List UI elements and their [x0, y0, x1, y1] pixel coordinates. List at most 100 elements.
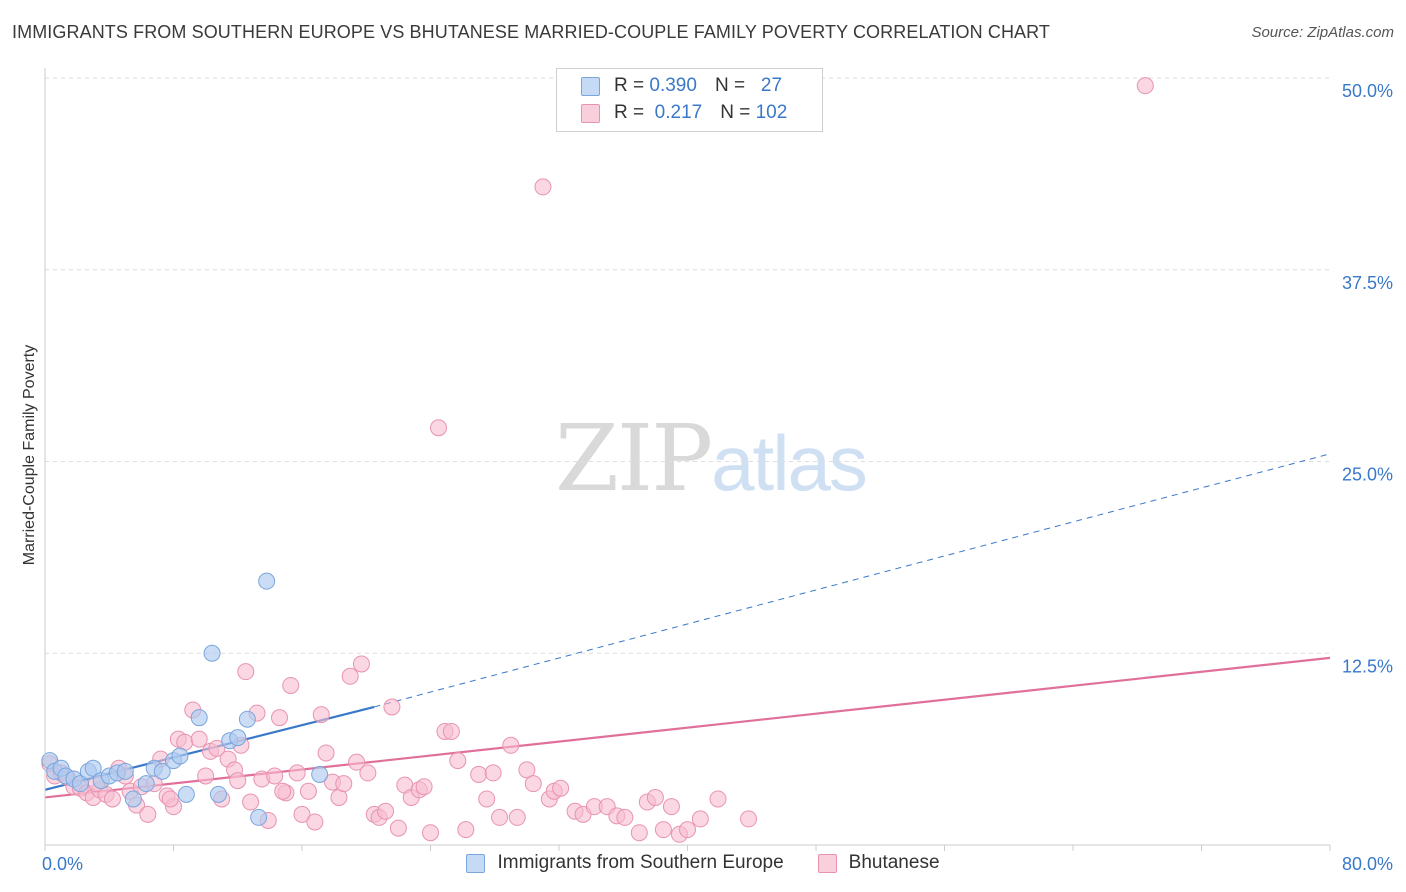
data-point-bhutanese: [524, 775, 542, 793]
data-point-bhutanese: [377, 802, 395, 820]
data-point-bhutanese: [470, 765, 488, 783]
x-tick-label: 80.0%: [1342, 854, 1393, 874]
legend-swatch-blue: [581, 76, 600, 96]
data-point-bhutanese: [282, 676, 300, 694]
data-point-bhutanese: [709, 790, 727, 808]
data-point-bhutanese: [299, 782, 317, 800]
data-point-bhutanese: [312, 706, 330, 724]
data-point-southern-europe: [250, 808, 268, 826]
data-point-bhutanese: [161, 790, 179, 808]
legend-n-label: N =: [720, 102, 751, 123]
y-axis-title: Married-Couple Family Poverty: [21, 344, 38, 566]
data-point-bhutanese: [502, 736, 520, 754]
data-point-bhutanese: [430, 419, 448, 437]
data-point-bhutanese: [654, 821, 672, 839]
data-point-bhutanese: [518, 761, 536, 779]
data-point-southern-europe: [229, 729, 247, 747]
axis-layer: 12.5% 25.0% 37.5% 50.0% 0.0% 80.0%: [42, 68, 1393, 874]
watermark-atlas: atlas: [711, 419, 868, 507]
data-point-southern-europe: [311, 765, 329, 783]
points-layer: [41, 77, 1154, 843]
data-point-southern-europe: [203, 644, 221, 662]
legend-r-label: R =: [614, 75, 645, 96]
data-point-bhutanese: [646, 788, 664, 806]
zipatlas-watermark: ZIPatlas: [555, 405, 868, 512]
data-point-bhutanese: [484, 764, 502, 782]
data-point-bhutanese: [348, 753, 366, 771]
data-point-bhutanese: [266, 767, 284, 785]
legend-row-southern-europe: R = 0.390 N = 27: [581, 73, 782, 99]
correlation-legend: R = 0.390 N = 27 R = 0.217 N = 102: [556, 68, 823, 132]
legend-swatch-pink: [817, 853, 837, 873]
legend-r-label: R =: [614, 102, 645, 123]
y-tick-label: 37.5%: [1342, 273, 1393, 293]
legend-n-value: 27: [760, 75, 783, 96]
chart-title: IMMIGRANTS FROM SOUTHERN EUROPE VS BHUTA…: [12, 22, 1051, 42]
data-point-bhutanese: [415, 778, 433, 796]
data-point-bhutanese: [271, 709, 289, 727]
data-point-southern-europe: [190, 709, 208, 727]
data-point-bhutanese: [491, 808, 509, 826]
legend-swatch-pink: [581, 103, 600, 123]
data-point-bhutanese: [478, 790, 496, 808]
data-point-bhutanese: [740, 810, 758, 828]
data-point-bhutanese: [389, 819, 407, 837]
data-point-bhutanese: [103, 790, 121, 808]
data-point-bhutanese: [208, 739, 226, 757]
data-point-bhutanese: [317, 744, 335, 762]
data-point-bhutanese: [293, 805, 311, 823]
grid-layer: [45, 77, 1330, 654]
series-legend: Immigrants from Southern Europe Bhutanes…: [0, 852, 1406, 874]
source-label: Source: ZipAtlas.com: [1251, 24, 1394, 41]
data-point-bhutanese: [242, 793, 260, 811]
data-point-bhutanese: [288, 764, 306, 782]
data-point-bhutanese: [335, 775, 353, 793]
data-point-bhutanese: [229, 772, 247, 790]
legend-item-southern-europe: Immigrants from Southern Europe: [466, 852, 784, 874]
data-point-bhutanese: [534, 178, 552, 196]
data-point-bhutanese: [508, 808, 526, 826]
data-point-bhutanese: [359, 764, 377, 782]
data-point-bhutanese: [691, 810, 709, 828]
data-point-bhutanese: [139, 805, 157, 823]
data-point-southern-europe: [238, 710, 256, 728]
data-point-southern-europe: [71, 775, 89, 793]
watermark-zip: ZIP: [555, 405, 713, 512]
legend-row-bhutanese: R = 0.217 N = 102: [581, 100, 787, 126]
data-point-southern-europe: [177, 785, 195, 803]
data-point-bhutanese: [237, 663, 255, 681]
data-point-bhutanese: [449, 752, 467, 770]
data-point-bhutanese: [457, 821, 475, 839]
legend-label-bhutanese: Bhutanese: [848, 852, 940, 873]
data-point-bhutanese: [679, 821, 696, 839]
y-tick-label: 12.5%: [1342, 656, 1393, 676]
data-point-bhutanese: [1136, 77, 1154, 95]
data-point-bhutanese: [662, 798, 680, 816]
legend-n-label: N =: [714, 75, 746, 96]
data-point-southern-europe: [124, 790, 142, 808]
data-point-southern-europe: [116, 762, 134, 780]
data-point-southern-europe: [84, 759, 102, 777]
data-point-southern-europe: [137, 775, 155, 793]
x-tick-label: 0.0%: [42, 854, 83, 874]
data-point-bhutanese: [341, 667, 359, 685]
data-point-bhutanese: [442, 722, 460, 740]
data-point-bhutanese: [190, 730, 208, 748]
legend-n-value: 102: [755, 102, 788, 123]
trendline-southern-europe-extension: [374, 453, 1331, 708]
data-point-bhutanese: [616, 808, 634, 826]
y-tick-label: 25.0%: [1342, 465, 1393, 485]
data-point-southern-europe: [258, 572, 276, 590]
data-point-bhutanese: [197, 767, 215, 785]
data-point-bhutanese: [274, 782, 292, 800]
data-point-bhutanese: [422, 824, 439, 842]
data-point-bhutanese: [306, 813, 324, 831]
legend-label-southern-europe: Immigrants from Southern Europe: [497, 852, 784, 873]
data-point-bhutanese: [630, 824, 648, 842]
data-point-bhutanese: [383, 698, 401, 716]
legend-item-bhutanese: Bhutanese: [817, 852, 940, 874]
legend-r-value: 0.217: [654, 102, 703, 123]
data-point-southern-europe: [153, 762, 171, 780]
y-tick-label: 50.0%: [1342, 81, 1393, 101]
